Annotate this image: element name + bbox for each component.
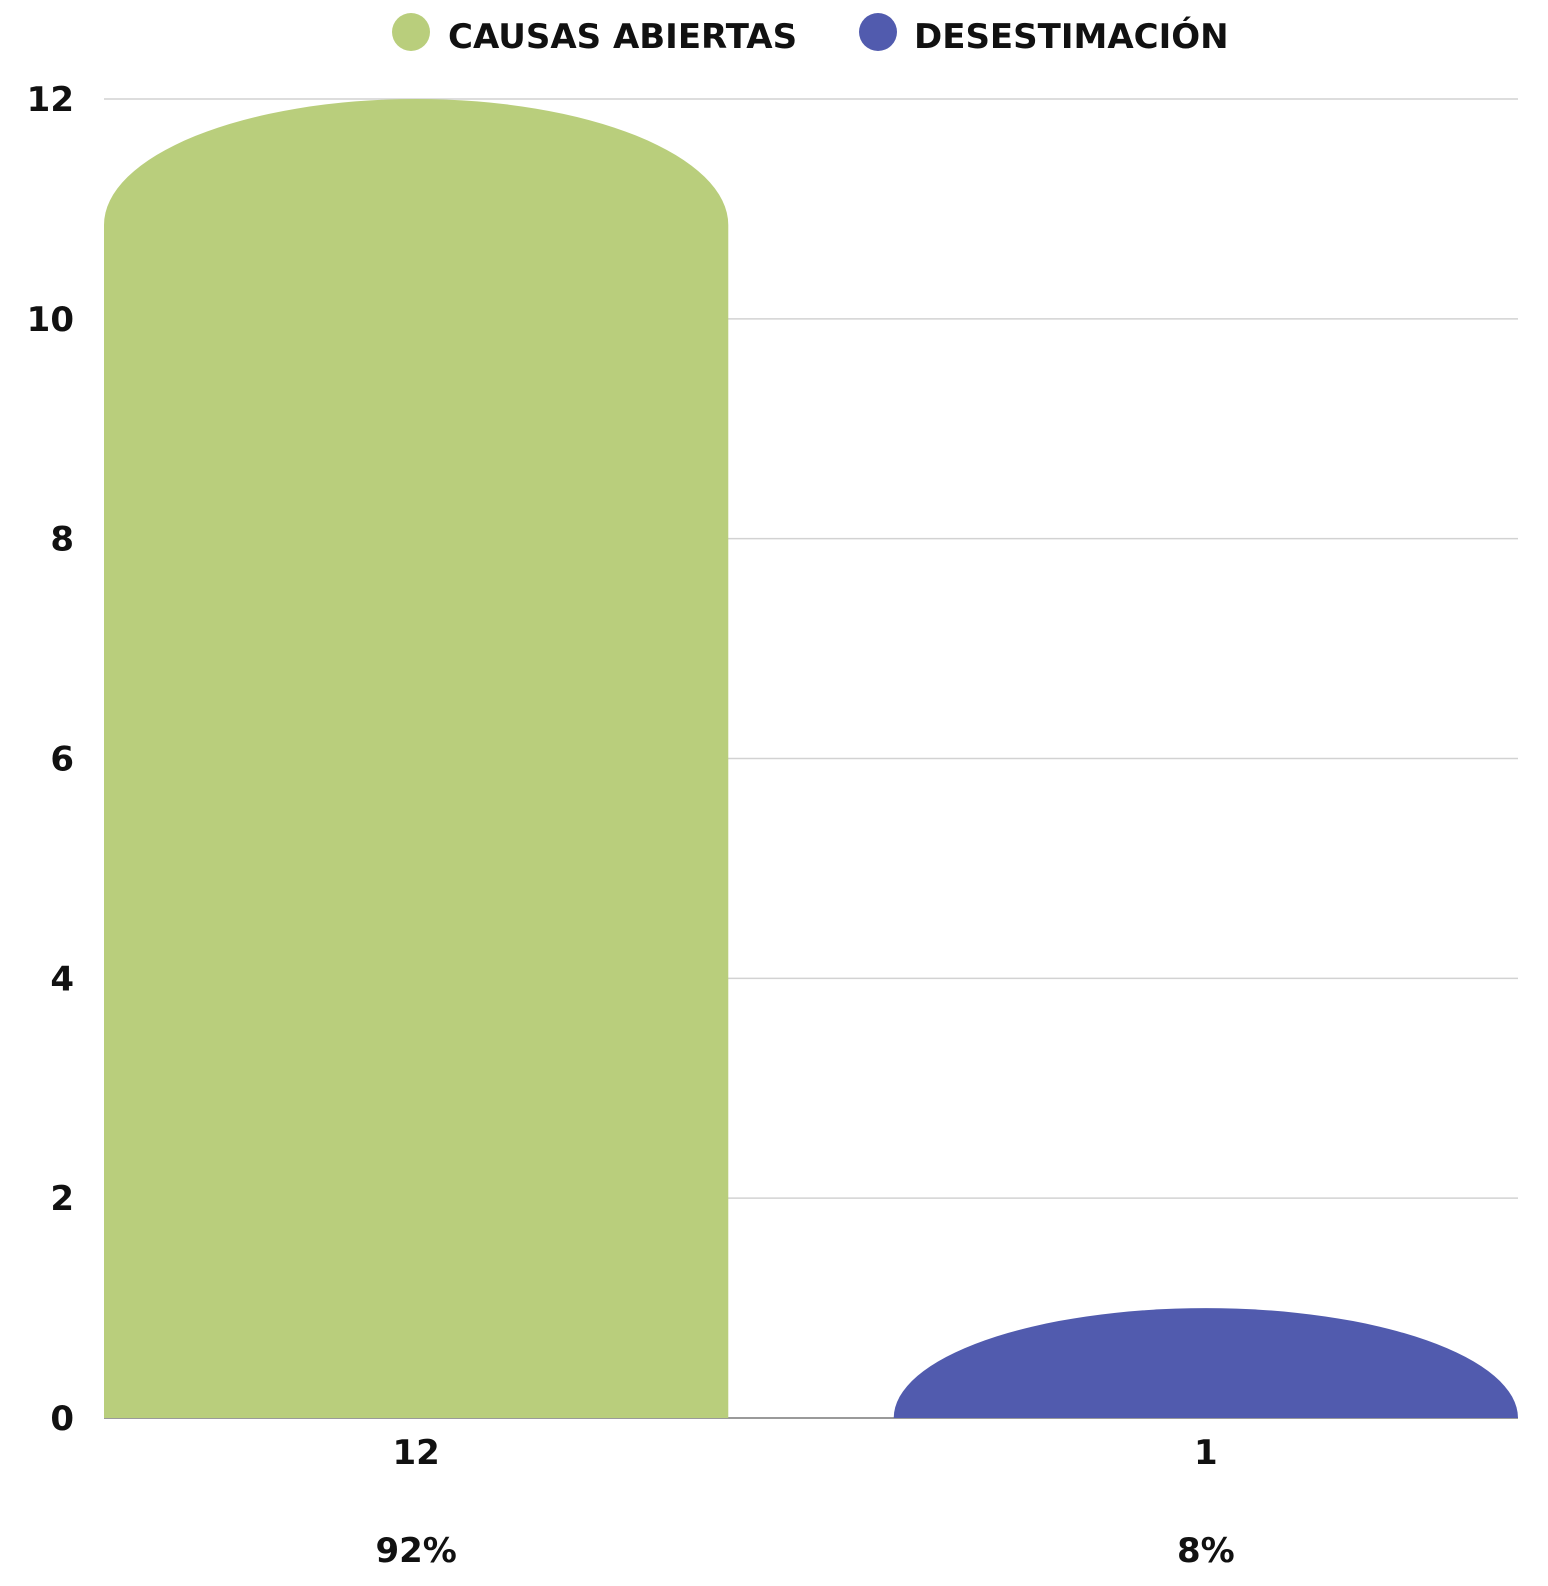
bar-value-label: 1 [1194, 1433, 1218, 1473]
legend: CAUSAS ABIERTAS DESESTIMACIÓN [392, 13, 1229, 57]
y-tick-label: 2 [50, 1179, 74, 1219]
y-axis: 0 2 4 6 8 10 12 [27, 80, 74, 1439]
bar-labels: 12 92% 1 8% [375, 1433, 1234, 1571]
y-tick-label: 10 [27, 300, 74, 340]
bars [104, 99, 1518, 1418]
bar-desestimacion [893, 1308, 1518, 1418]
y-tick-label: 4 [50, 959, 74, 999]
y-tick-label: 8 [50, 520, 74, 560]
y-tick-label: 6 [50, 740, 74, 780]
bar-percent-label: 92% [375, 1531, 456, 1571]
y-tick-label: 12 [27, 80, 74, 120]
legend-swatch-desestimacion [859, 13, 897, 51]
legend-swatch-causas-abiertas [392, 13, 430, 51]
bar-causas-abiertas [104, 99, 729, 1418]
bar-percent-label: 8% [1177, 1531, 1235, 1571]
legend-label-causas-abiertas: CAUSAS ABIERTAS [448, 17, 797, 57]
legend-label-desestimacion: DESESTIMACIÓN [914, 16, 1229, 57]
y-tick-label: 0 [50, 1399, 74, 1439]
bar-value-label: 12 [392, 1433, 439, 1473]
